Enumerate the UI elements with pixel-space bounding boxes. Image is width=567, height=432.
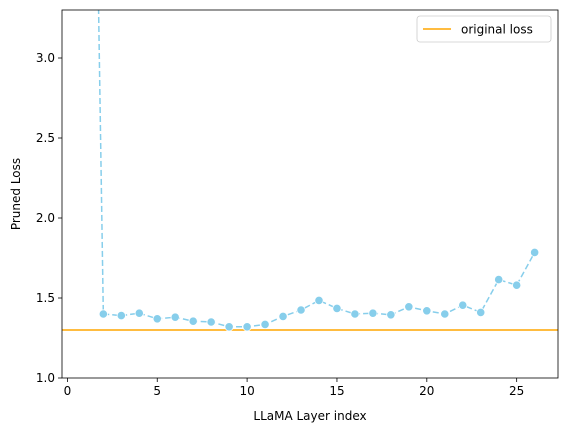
data-point (152, 314, 162, 324)
data-point (242, 322, 252, 332)
data-point (458, 300, 468, 310)
y-tick-label: 3.0 (36, 51, 55, 65)
data-point (332, 303, 342, 313)
y-tick-label: 2.5 (36, 131, 55, 145)
y-tick-label: 1.0 (36, 371, 55, 385)
data-point (170, 312, 180, 322)
data-point (404, 302, 414, 312)
data-point (422, 306, 432, 316)
x-tick-label: 25 (509, 384, 524, 398)
y-axis-label: Pruned Loss (9, 158, 23, 230)
x-axis-ticks: 0 5 10 15 20 25 (64, 378, 524, 398)
data-point (116, 310, 126, 321)
data-point (134, 308, 144, 318)
x-tick-label: 0 (64, 384, 72, 398)
x-tick-label: 15 (329, 384, 344, 398)
data-point (512, 280, 522, 290)
data-point (278, 311, 288, 321)
y-tick-label: 2.0 (36, 211, 55, 225)
x-tick-label: 5 (153, 384, 161, 398)
data-point (440, 309, 450, 319)
data-point (188, 316, 198, 326)
data-point (314, 295, 324, 305)
series-line (97, 10, 536, 328)
data-point (296, 305, 306, 315)
data-point (476, 307, 486, 317)
x-tick-label: 20 (419, 384, 434, 398)
legend: original loss (416, 15, 552, 43)
data-point (530, 247, 540, 257)
data-point (350, 309, 360, 319)
plot-content (62, 10, 558, 332)
legend-box (416, 15, 552, 43)
x-tick-label: 10 (239, 384, 254, 398)
data-point (224, 322, 234, 332)
plot-frame (61, 9, 559, 379)
data-point (98, 309, 108, 319)
data-point (368, 308, 378, 318)
y-tick-label: 1.5 (36, 291, 55, 305)
data-point (494, 274, 504, 285)
x-axis-label: LLaMA Layer index (253, 409, 366, 423)
data-point (206, 317, 216, 327)
data-point (386, 310, 396, 320)
legend-original-loss-label: original loss (461, 23, 533, 37)
y-axis-ticks: 1.0 1.5 2.0 2.5 3.0 (36, 51, 62, 385)
data-point (260, 319, 270, 329)
